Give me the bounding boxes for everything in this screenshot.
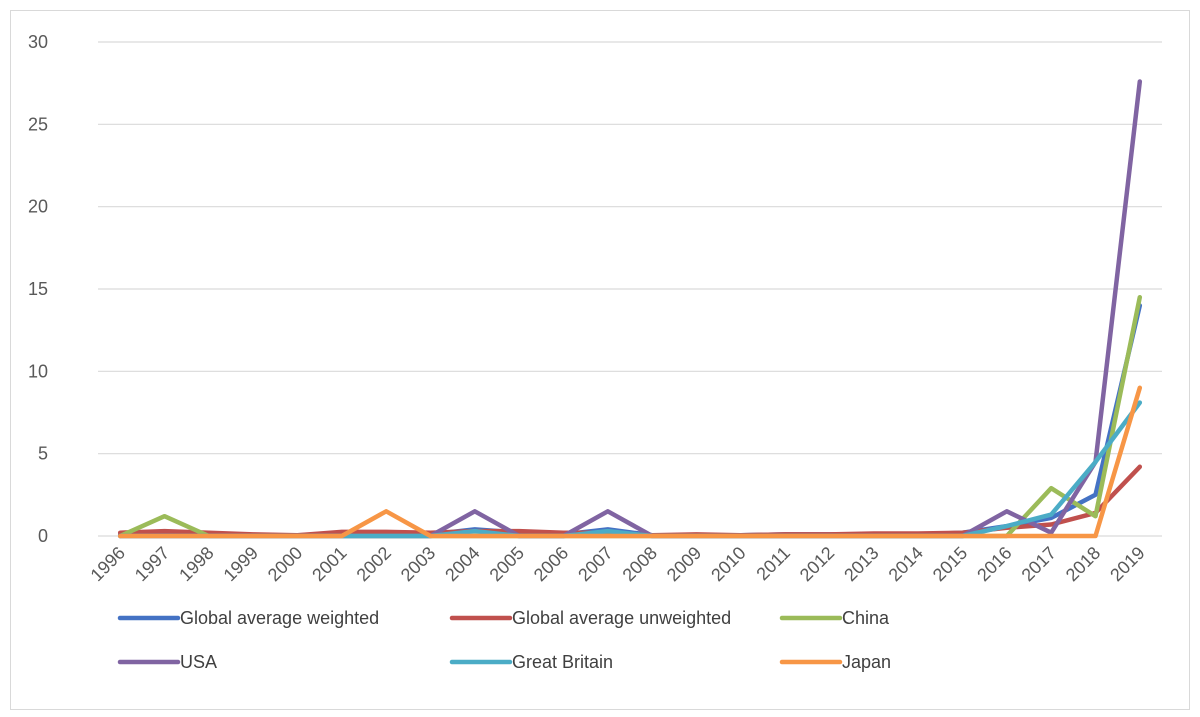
x-tick-label: 2017 <box>1018 543 1060 585</box>
x-tick-label: 2008 <box>619 543 661 585</box>
legend-item: Global average weighted <box>117 608 379 628</box>
legend: Global average weighted Global average un… <box>117 608 891 672</box>
y-tick-label: 20 <box>28 197 48 217</box>
x-tick-label: 1996 <box>87 543 129 585</box>
legend-item: USA <box>117 652 217 672</box>
series-line-usa <box>117 79 1143 539</box>
x-tick-label: 2003 <box>397 543 439 585</box>
y-axis-tick-labels: 0 5 10 15 20 25 30 <box>28 32 48 546</box>
x-tick-label: 2019 <box>1106 543 1148 585</box>
x-tick-label: 1997 <box>131 543 173 585</box>
x-tick-label: 2015 <box>929 543 971 585</box>
legend-item: China <box>779 608 890 628</box>
x-tick-label: 2010 <box>707 543 749 585</box>
y-tick-label: 0 <box>38 526 48 546</box>
series-line-great-britain <box>117 400 1143 539</box>
x-tick-label: 2004 <box>441 543 483 585</box>
legend-label: China <box>842 608 890 628</box>
x-tick-label: 2016 <box>973 543 1015 585</box>
x-tick-label: 2000 <box>264 543 306 585</box>
chart-frame <box>10 10 1190 710</box>
x-axis-tick-labels: 1996 1997 1998 1999 2000 2001 2002 2003 2004 2005… <box>87 543 1149 585</box>
y-tick-label: 25 <box>28 114 48 134</box>
x-tick-label: 2005 <box>486 543 528 585</box>
x-tick-label: 2018 <box>1062 543 1104 585</box>
series-line-china <box>117 294 1143 539</box>
legend-item: Japan <box>779 652 891 672</box>
series-line-global-average-weighted <box>117 303 1143 538</box>
y-tick-label: 15 <box>28 279 48 299</box>
x-tick-label: 1998 <box>175 543 217 585</box>
x-tick-label: 2011 <box>752 543 794 585</box>
x-tick-label: 2013 <box>840 543 882 585</box>
x-tick-label: 2012 <box>796 543 838 585</box>
series-line-japan <box>117 385 1143 539</box>
x-tick-label: 2007 <box>574 543 616 585</box>
legend-item: Global average unweighted <box>449 608 731 628</box>
x-tick-label: 2001 <box>308 543 350 585</box>
x-tick-label: 2002 <box>353 543 395 585</box>
gridlines <box>98 41 1162 537</box>
legend-label: Global average weighted <box>180 608 379 628</box>
y-tick-label: 5 <box>38 444 48 464</box>
legend-label: Japan <box>842 652 891 672</box>
x-tick-label: 1999 <box>220 543 262 585</box>
legend-label: USA <box>180 652 217 672</box>
legend-label: Global average unweighted <box>512 608 731 628</box>
x-tick-label: 2014 <box>885 543 927 585</box>
y-tick-label: 10 <box>28 361 48 381</box>
legend-item: Great Britain <box>449 652 613 672</box>
legend-label: Great Britain <box>512 652 613 672</box>
x-tick-label: 2009 <box>663 543 705 585</box>
y-tick-label: 30 <box>28 32 48 52</box>
x-tick-label: 2006 <box>530 543 572 585</box>
series-lines <box>117 79 1143 539</box>
